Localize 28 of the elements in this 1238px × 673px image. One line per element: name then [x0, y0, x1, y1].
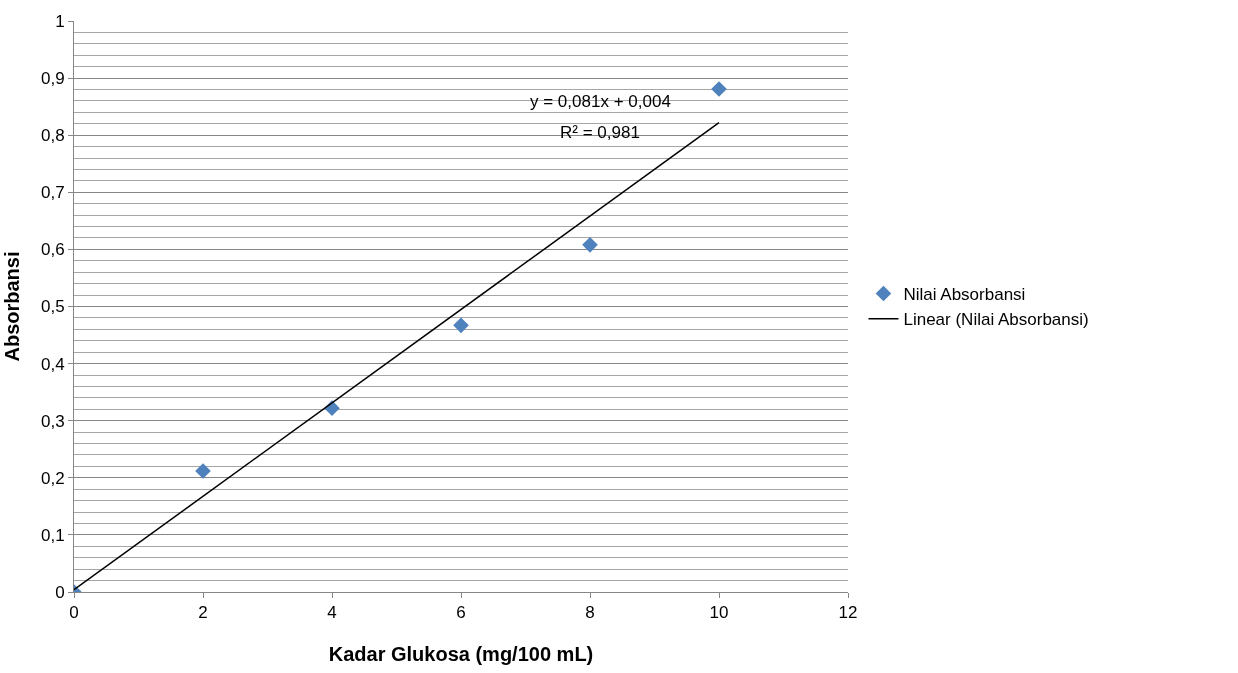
point — [711, 81, 727, 97]
point — [582, 237, 598, 253]
point — [453, 317, 469, 334]
y-tick-label: 0,1 — [40, 525, 65, 545]
y-tick-label: 0,7 — [40, 183, 65, 203]
y-tick-label: 0,2 — [40, 468, 65, 488]
x-tick-label: 2 — [198, 603, 208, 623]
y-tick-label: 0,5 — [40, 297, 65, 317]
point — [195, 463, 211, 479]
y-tick-label: 0,4 — [40, 354, 65, 374]
annotation: R² = 0,981 — [560, 123, 640, 142]
x-tick-label: 8 — [585, 603, 595, 623]
x-tick-label: 0 — [69, 603, 79, 623]
x-tick-label: 6 — [456, 603, 466, 623]
legend-label: Linear (Nilai Absorbansi) — [903, 310, 1089, 330]
x-tick-label: 10 — [709, 603, 729, 623]
y-tick-label: 1 — [55, 11, 65, 31]
x-axis-title: Kadar Glukosa (mg/100 mL) — [328, 642, 594, 665]
y-tick-label: 0 — [55, 582, 65, 602]
y-tick-label: 0,6 — [40, 240, 65, 260]
x-tick-label: 12 — [838, 603, 858, 623]
x-tick-label: 4 — [327, 603, 337, 623]
y-axis-title: Absorbansi — [1, 251, 24, 362]
y-tick-label: 0,3 — [40, 411, 65, 431]
y-tick-label: 0,8 — [40, 126, 65, 146]
annotation: y = 0,081x + 0,004 — [530, 92, 671, 111]
y-tick-label: 0,9 — [40, 69, 65, 89]
legend-label: Nilai Absorbansi — [903, 285, 1026, 305]
